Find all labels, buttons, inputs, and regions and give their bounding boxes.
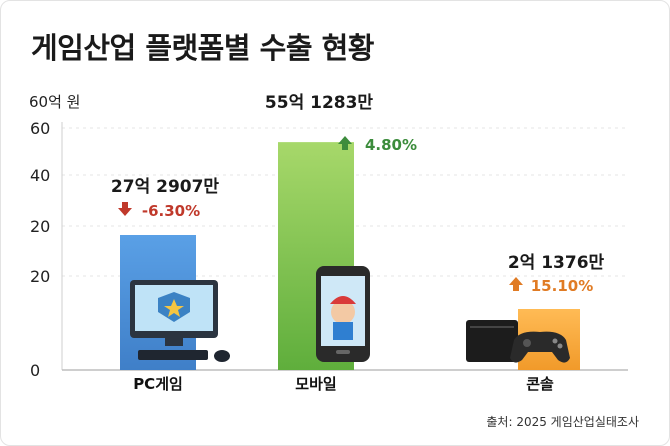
- mouse: [214, 350, 230, 362]
- y-tick-label: 40: [30, 166, 50, 185]
- y-tick-label: 20: [30, 217, 50, 236]
- monitor-stand: [165, 338, 183, 346]
- data-label: 55억 1283만: [265, 93, 374, 113]
- y-tick-label: 60: [30, 119, 50, 138]
- home-button: [336, 350, 350, 354]
- arrow-shape: [118, 202, 132, 216]
- down-arrow-icon: [118, 202, 132, 216]
- dpad: [523, 339, 531, 347]
- character-cap: [330, 296, 356, 304]
- unit-label: 60억 원: [29, 93, 81, 111]
- desktop-computer-icon: [130, 280, 230, 362]
- character-face: [331, 300, 355, 324]
- keyboard: [138, 350, 208, 360]
- change-label: -6.30%: [142, 202, 200, 220]
- controller-button: [557, 343, 563, 349]
- star-icon: [164, 299, 184, 317]
- console-body: [466, 320, 518, 362]
- console-stripe: [470, 326, 514, 328]
- up-arrow-icon: [338, 136, 352, 150]
- y-tick-label: 20: [30, 267, 50, 286]
- smartphone-icon: [316, 266, 370, 362]
- data-label: 27억 2907만: [111, 177, 220, 197]
- y-tick-label: 0: [30, 361, 40, 380]
- source-note: 출처: 2025 게임산업실태조사: [486, 415, 639, 429]
- up-arrow-icon: [509, 277, 523, 291]
- data-label: 2억 1376만: [508, 253, 605, 273]
- game-console-icon: [466, 320, 570, 363]
- change-label: 4.80%: [365, 136, 417, 154]
- category-label: 모바일: [295, 375, 336, 393]
- chart-title: 게임산업 플랫폼별 수출 현황: [31, 31, 374, 65]
- change-label: 15.10%: [531, 277, 593, 295]
- character-body: [333, 322, 353, 340]
- controller-button: [552, 338, 558, 344]
- category-label: PC게임: [133, 375, 183, 393]
- arrow-shape: [509, 277, 523, 291]
- arrow-shape: [338, 136, 352, 150]
- category-label: 콘솔: [526, 375, 554, 393]
